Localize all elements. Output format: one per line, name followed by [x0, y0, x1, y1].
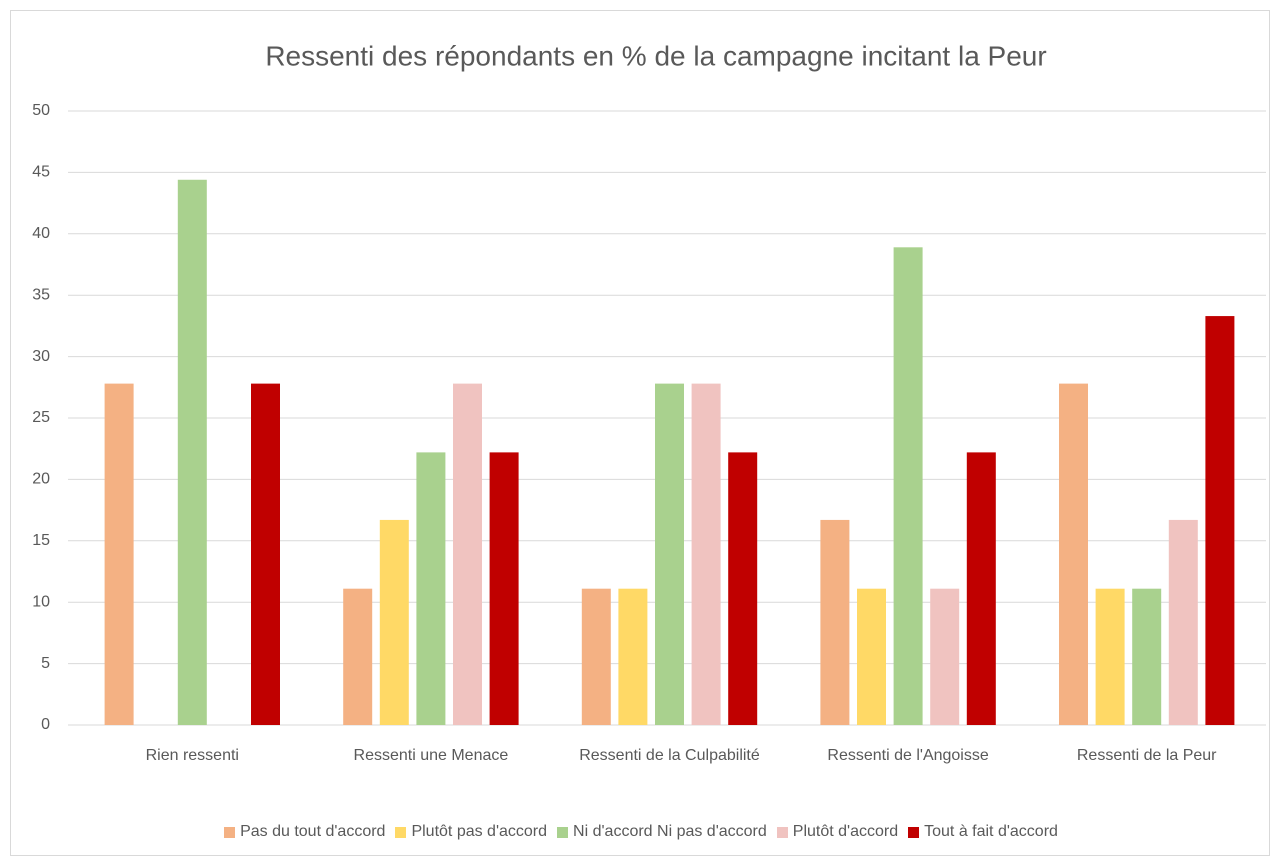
- bar: [453, 383, 482, 725]
- x-tick-label: Rien ressenti: [145, 747, 239, 764]
- bar: [104, 383, 134, 725]
- bar: [618, 588, 648, 725]
- y-tick-label: 20: [32, 471, 50, 488]
- bar: [177, 179, 207, 725]
- x-tick-label: Ressenti une Menace: [353, 747, 509, 764]
- bar: [343, 588, 373, 725]
- y-tick-label: 30: [32, 348, 50, 365]
- bar: [857, 588, 886, 725]
- bar: [379, 519, 409, 725]
- bar: [691, 383, 721, 725]
- chart-title: Ressenti des répondants en % de la campa…: [265, 40, 1046, 71]
- y-tick-label: 0: [41, 716, 50, 733]
- legend-item: Pas du tout d'accord: [224, 823, 385, 841]
- y-tick-label: 50: [32, 102, 50, 119]
- bar: [655, 383, 684, 725]
- legend-item: Tout à fait d'accord: [908, 823, 1058, 841]
- legend-swatch: [557, 826, 569, 838]
- bar: [930, 588, 960, 725]
- bar: [489, 452, 519, 725]
- legend-label: Plutôt pas d'accord: [411, 823, 548, 840]
- bar: [1059, 383, 1088, 725]
- bar: [1095, 588, 1125, 725]
- legend-item: Ni d'accord Ni pas d'accord: [557, 823, 767, 841]
- bar: [1168, 519, 1198, 725]
- bar: [251, 383, 280, 725]
- legend-swatch: [776, 826, 788, 838]
- bar: [966, 452, 996, 725]
- legend-swatch: [908, 826, 920, 838]
- legend-swatch: [395, 826, 407, 838]
- y-tick-label: 45: [32, 164, 50, 181]
- y-tick-label: 15: [32, 532, 50, 549]
- bar: [820, 519, 850, 725]
- legend-label: Pas du tout d'accord: [240, 823, 386, 840]
- x-tick-label: Ressenti de la Culpabilité: [579, 747, 760, 764]
- bar: [1205, 316, 1235, 725]
- legend: Pas du tout d'accord Plutôt pas d'accord N…: [0, 823, 1282, 841]
- y-tick-label: 10: [32, 593, 50, 610]
- x-tick-label: Ressenti de la Peur: [1076, 747, 1217, 764]
- bar: [1132, 588, 1162, 725]
- y-tick-label: 40: [32, 225, 50, 242]
- bar: [581, 588, 611, 725]
- legend-swatch: [224, 826, 236, 838]
- legend-label: Plutôt d'accord: [792, 823, 899, 840]
- legend-item: Plutôt d'accord: [776, 823, 899, 841]
- legend-label: Tout à fait d'accord: [924, 823, 1058, 840]
- bar: [893, 247, 923, 726]
- bar: [728, 452, 758, 725]
- bar: [416, 452, 446, 725]
- y-tick-label: 5: [41, 655, 50, 672]
- y-tick-label: 35: [32, 286, 50, 303]
- y-tick-label: 25: [32, 409, 50, 426]
- legend-item: Plutôt pas d'accord: [395, 823, 547, 841]
- chart-frame: [10, 10, 1270, 856]
- x-tick-label: Ressenti de l'Angoisse: [827, 747, 989, 764]
- legend-label: Ni d'accord Ni pas d'accord: [573, 823, 767, 840]
